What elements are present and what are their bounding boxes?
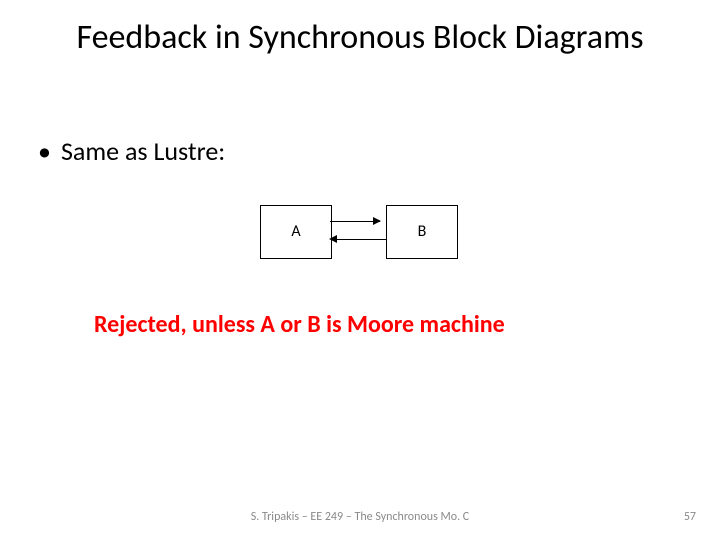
block-a: A: [260, 205, 332, 259]
arrow-b-to-a-icon: [336, 239, 386, 240]
arrow-a-to-b-icon: [330, 221, 380, 222]
page-number: 57: [684, 510, 696, 524]
feedback-diagram: A B: [260, 205, 470, 265]
rejected-text: Rejected, unless A or B is Moore machine: [94, 310, 505, 339]
bullet-same-as-lustre: Same as Lustre:: [38, 135, 225, 167]
footer-text: S. Tripakis – EE 249 – The Synchronous M…: [0, 510, 720, 524]
slide-title: Feedback in Synchronous Block Diagrams: [0, 18, 720, 57]
block-b: B: [386, 205, 458, 259]
slide: Feedback in Synchronous Block Diagrams S…: [0, 0, 720, 540]
